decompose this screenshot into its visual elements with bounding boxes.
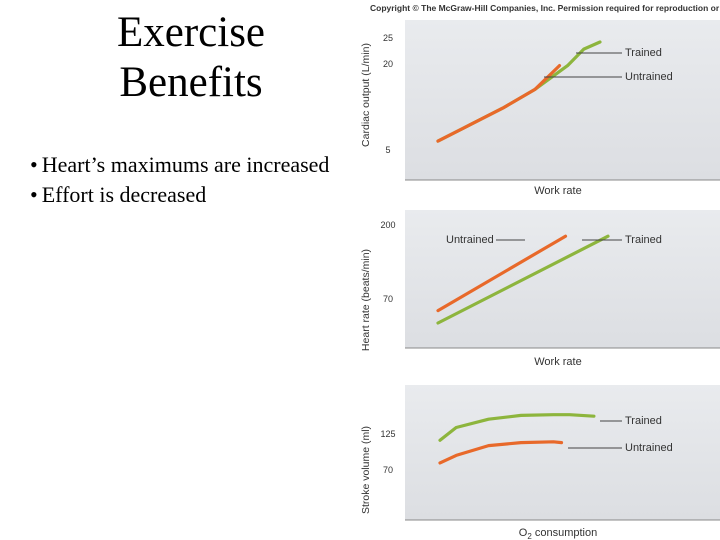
series-line-trained bbox=[438, 413, 596, 442]
series-label-trained: Trained bbox=[625, 47, 662, 59]
y-axis-label: Cardiac output (L/min) bbox=[360, 43, 372, 147]
series-line-untrained bbox=[436, 234, 568, 313]
y-tick-label: 25 bbox=[383, 33, 393, 43]
bullet-item: Heart’s maximums are increased bbox=[30, 150, 330, 180]
y-tick-label: 5 bbox=[385, 145, 390, 155]
chart-panels: Cardiac output (L/min) 25 20 5 Work rate Trai… bbox=[360, 20, 720, 540]
series-label-trained: Trained bbox=[625, 234, 662, 246]
series-line-trained bbox=[436, 234, 610, 325]
y-tick-label: 20 bbox=[383, 59, 393, 69]
series-label-untrained: Untrained bbox=[625, 71, 673, 83]
slide-title: Exercise Benefits bbox=[96, 8, 286, 108]
y-tick-label: 70 bbox=[383, 465, 393, 475]
y-tick-label: 125 bbox=[380, 429, 395, 439]
slide-title-line2: Benefits bbox=[119, 59, 263, 106]
x-axis-label: Work rate bbox=[534, 185, 581, 197]
y-axis-label: Heart rate (beats/min) bbox=[360, 249, 372, 351]
bullet-item: Effort is decreased bbox=[30, 180, 329, 210]
chart-panel-2: Heart rate (beats/min) 200 70 Work rate Untr… bbox=[360, 210, 720, 368]
panel-background bbox=[405, 20, 720, 180]
series-line-untrained bbox=[436, 63, 562, 143]
series-label-untrained: Untrained bbox=[625, 442, 673, 454]
physiology-figure: Cardiac output (L/min) 25 20 5 Work rate Trai… bbox=[360, 20, 720, 540]
y-tick-label: 70 bbox=[383, 294, 393, 304]
y-axis-label: Stroke volume (ml) bbox=[360, 426, 372, 514]
panel-background bbox=[405, 210, 720, 348]
chart-panel-3: Stroke volume (ml) 125 70 O2 consumption Tra… bbox=[360, 385, 720, 540]
series-line-untrained bbox=[438, 440, 564, 465]
x-axis-label: Work rate bbox=[534, 356, 581, 368]
series-label-untrained: Untrained bbox=[446, 234, 494, 246]
panel-background bbox=[405, 385, 720, 520]
copyright-notice: Copyright © The McGraw-Hill Companies, I… bbox=[370, 3, 720, 13]
slide-title-line1: Exercise bbox=[116, 9, 266, 56]
x-axis-label: O2 consumption bbox=[519, 527, 597, 540]
series-label-trained: Trained bbox=[625, 415, 662, 427]
y-tick-label: 200 bbox=[380, 220, 395, 230]
chart-panel-1: Cardiac output (L/min) 25 20 5 Work rate Trai… bbox=[360, 20, 720, 197]
bullet-list: Heart’s maximums are increased Effort is… bbox=[30, 150, 330, 210]
